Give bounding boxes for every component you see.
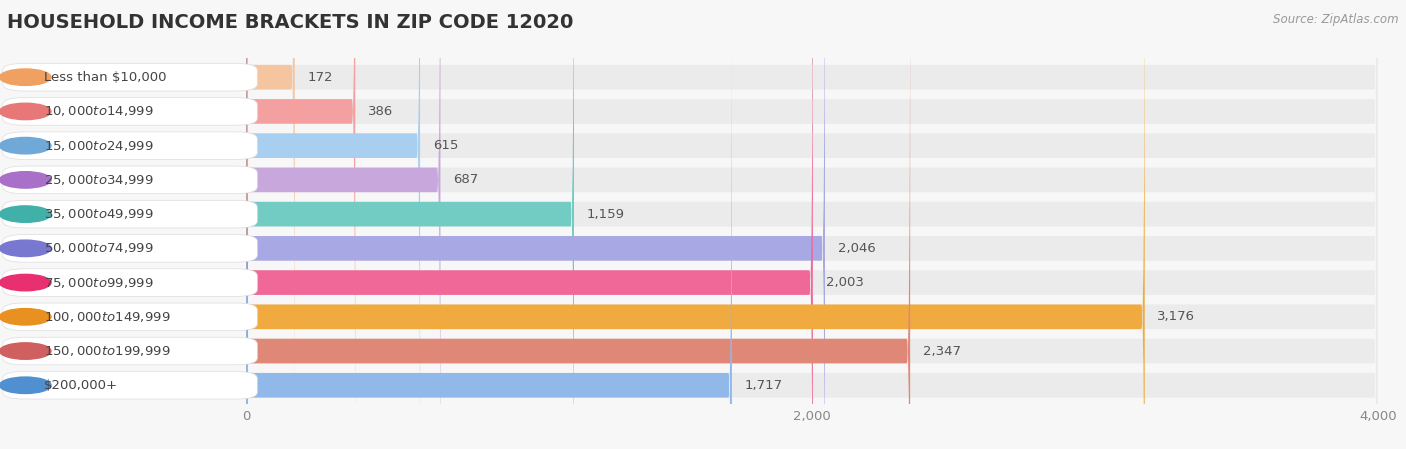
Text: $35,000 to $49,999: $35,000 to $49,999 [44, 207, 153, 221]
Text: $25,000 to $34,999: $25,000 to $34,999 [44, 173, 153, 187]
FancyBboxPatch shape [246, 0, 1378, 449]
Text: $15,000 to $24,999: $15,000 to $24,999 [44, 139, 153, 153]
FancyBboxPatch shape [246, 299, 1378, 334]
FancyBboxPatch shape [246, 265, 1378, 299]
FancyBboxPatch shape [246, 0, 1144, 449]
Text: 2,347: 2,347 [922, 344, 960, 357]
FancyBboxPatch shape [246, 0, 1378, 449]
FancyBboxPatch shape [246, 163, 1378, 197]
Text: 172: 172 [308, 70, 333, 84]
FancyBboxPatch shape [246, 0, 733, 449]
FancyBboxPatch shape [246, 0, 1378, 449]
Text: 2,003: 2,003 [825, 276, 863, 289]
Text: 386: 386 [368, 105, 394, 118]
Text: $200,000+: $200,000+ [44, 379, 118, 392]
FancyBboxPatch shape [246, 0, 420, 449]
Text: 687: 687 [453, 173, 478, 186]
FancyBboxPatch shape [246, 0, 825, 449]
FancyBboxPatch shape [246, 0, 356, 449]
FancyBboxPatch shape [246, 60, 1378, 94]
Text: $50,000 to $74,999: $50,000 to $74,999 [44, 242, 153, 255]
FancyBboxPatch shape [246, 0, 1378, 449]
FancyBboxPatch shape [246, 94, 1378, 128]
FancyBboxPatch shape [246, 0, 295, 449]
FancyBboxPatch shape [246, 334, 1378, 368]
Text: 3,176: 3,176 [1157, 310, 1195, 323]
Text: 1,717: 1,717 [745, 379, 783, 392]
Text: HOUSEHOLD INCOME BRACKETS IN ZIP CODE 12020: HOUSEHOLD INCOME BRACKETS IN ZIP CODE 12… [7, 13, 574, 32]
FancyBboxPatch shape [246, 0, 910, 449]
FancyBboxPatch shape [246, 0, 1378, 449]
FancyBboxPatch shape [246, 0, 574, 449]
FancyBboxPatch shape [246, 0, 1378, 449]
Text: $150,000 to $199,999: $150,000 to $199,999 [44, 344, 170, 358]
FancyBboxPatch shape [246, 0, 813, 449]
FancyBboxPatch shape [246, 0, 1378, 449]
FancyBboxPatch shape [246, 0, 1378, 449]
Text: $100,000 to $149,999: $100,000 to $149,999 [44, 310, 170, 324]
FancyBboxPatch shape [246, 0, 440, 449]
FancyBboxPatch shape [246, 0, 1378, 449]
FancyBboxPatch shape [246, 128, 1378, 163]
Text: 2,046: 2,046 [838, 242, 876, 255]
Text: 1,159: 1,159 [586, 207, 624, 220]
Text: 615: 615 [433, 139, 458, 152]
Text: $10,000 to $14,999: $10,000 to $14,999 [44, 105, 153, 119]
Text: $75,000 to $99,999: $75,000 to $99,999 [44, 276, 153, 290]
FancyBboxPatch shape [246, 368, 1378, 402]
FancyBboxPatch shape [246, 0, 1378, 449]
Text: Source: ZipAtlas.com: Source: ZipAtlas.com [1274, 13, 1399, 26]
FancyBboxPatch shape [246, 231, 1378, 265]
FancyBboxPatch shape [246, 197, 1378, 231]
Text: Less than $10,000: Less than $10,000 [44, 70, 166, 84]
